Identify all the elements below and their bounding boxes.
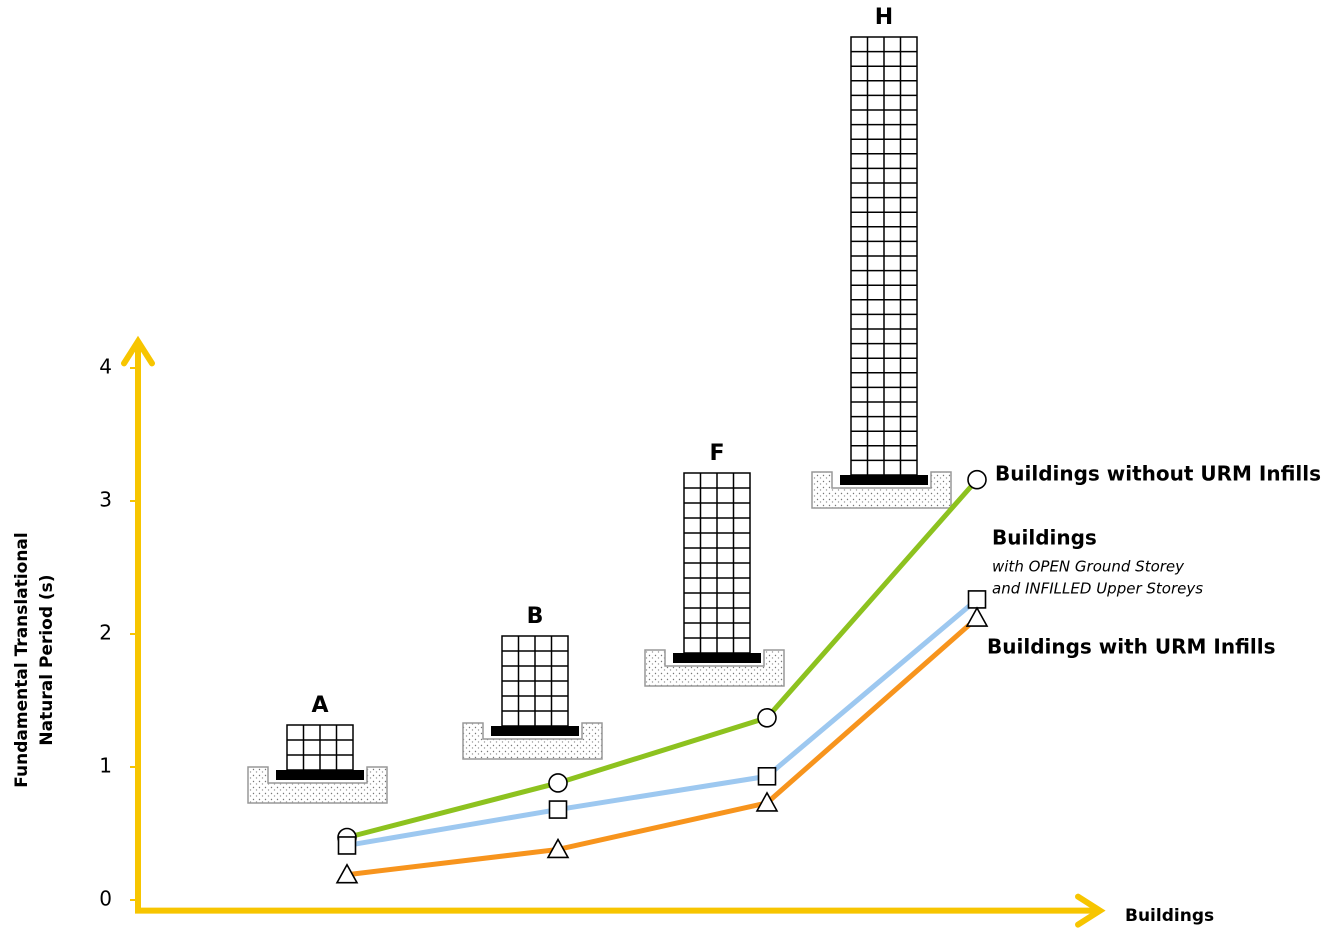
foundation	[840, 475, 928, 485]
marker	[757, 707, 777, 728]
category-label: F	[709, 441, 724, 466]
legend-label: with OPEN Ground Storey	[992, 558, 1185, 576]
marker	[757, 767, 777, 786]
foundation	[276, 770, 364, 780]
marker	[548, 800, 568, 819]
y-tick-label: 2	[99, 621, 112, 645]
category-label: H	[875, 5, 893, 30]
legend-label: Buildings	[992, 526, 1097, 550]
category-label: A	[311, 693, 328, 718]
y-tick-label: 3	[99, 488, 112, 512]
marker	[546, 837, 570, 859]
category-label: B	[527, 604, 544, 629]
marker	[548, 773, 568, 793]
marker	[755, 791, 779, 812]
marker	[337, 836, 357, 855]
legend-label: Buildings without URM Infills	[995, 462, 1321, 486]
marker	[335, 863, 359, 884]
legend-label: and INFILLED Upper Storeys	[992, 580, 1203, 598]
x-axis-arrow	[1075, 893, 1106, 928]
y-tick-label: 0	[99, 887, 112, 911]
ground	[811, 471, 952, 509]
illustration	[247, 36, 952, 804]
ground	[644, 649, 785, 687]
y-axis-label-line: Natural Period (s)	[37, 574, 57, 745]
series-line	[346, 616, 979, 878]
y-axis-label: Fundamental Translational Natural Period…	[12, 532, 57, 787]
y-tick-label: 1	[99, 754, 112, 778]
y-axis-arrow	[121, 335, 155, 367]
legend-label: Buildings with URM Infills	[987, 635, 1276, 659]
marker	[967, 590, 987, 609]
marker	[965, 606, 989, 627]
ground	[247, 766, 388, 804]
y-axis-label-line: Fundamental Translational	[12, 532, 32, 787]
marker	[967, 469, 987, 490]
series-line	[346, 597, 979, 848]
y-tick-label: 4	[99, 355, 112, 379]
x-axis-label: Buildings	[1125, 906, 1214, 926]
foundation	[673, 653, 761, 663]
ground	[462, 722, 603, 760]
foundation	[491, 726, 579, 736]
series-line	[346, 478, 979, 840]
